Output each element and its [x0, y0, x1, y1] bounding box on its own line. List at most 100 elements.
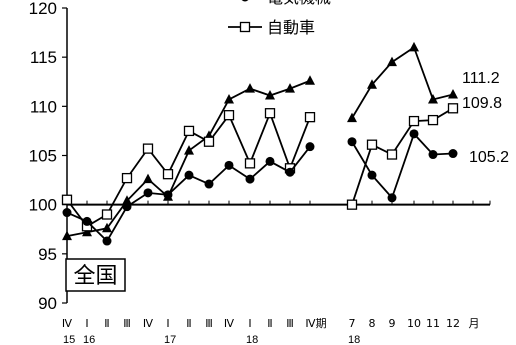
region-box	[65, 258, 126, 292]
data-point	[101, 209, 113, 220]
x-tick-label: 12	[446, 317, 460, 330]
x-year-label: 16	[83, 334, 95, 345]
data-point	[102, 236, 112, 246]
axes	[66, 8, 491, 303]
x-year-label: 18	[246, 334, 258, 345]
data-point	[448, 89, 458, 99]
data-point	[408, 115, 420, 127]
data-point	[102, 222, 112, 233]
data-point	[265, 156, 275, 166]
data-point	[366, 139, 378, 150]
series-series-3	[62, 129, 458, 246]
data-point	[122, 202, 132, 212]
end-value-label: 105.2	[469, 149, 509, 166]
data-point	[162, 169, 174, 180]
data-point	[122, 195, 132, 205]
data-point	[428, 93, 438, 104]
y-tick-label: 95	[38, 245, 57, 264]
data-point	[224, 93, 234, 104]
x-tick-label: Ⅲ	[123, 317, 131, 330]
data-point	[409, 129, 419, 139]
x-tick-label: Ⅰ	[166, 317, 169, 330]
end-value-label: 111.2	[462, 70, 500, 87]
y-tick-label: 90	[38, 294, 57, 313]
x-tick-label: Ⅳ	[224, 317, 235, 330]
data-point	[121, 172, 133, 184]
x-tick-label: Ⅰ	[85, 317, 88, 330]
data-point	[285, 167, 295, 177]
x-year-label: 17	[164, 334, 176, 345]
x-tick-label: Ⅱ	[104, 317, 109, 330]
x-axis: Ⅳ Ⅰ Ⅱ Ⅲ Ⅳ Ⅰ Ⅱ Ⅲ Ⅳ Ⅰ Ⅱ Ⅲ Ⅳ期 7 8 9 10 11 12 月15 16 17 18 18	[62, 317, 480, 345]
data-point	[447, 103, 459, 114]
data-point	[244, 158, 256, 169]
x-tick-label: Ⅲ	[205, 317, 213, 330]
data-point	[245, 83, 255, 93]
data-point	[163, 190, 173, 200]
x-tick-label: Ⅳ	[62, 317, 73, 330]
y-tick-label: 100	[29, 196, 57, 215]
y-tick-label: 120	[29, 0, 57, 18]
legend-label: 電気機械	[267, 0, 331, 7]
data-point	[386, 149, 398, 160]
end-labels: 111.2 109.8 105.2	[462, 70, 509, 166]
data-point	[304, 112, 316, 123]
data-point	[264, 108, 276, 119]
data-point	[203, 136, 215, 147]
data-point	[367, 170, 377, 180]
data-point	[347, 137, 357, 147]
data-point	[143, 188, 153, 198]
data-point	[183, 125, 195, 137]
y-tick-label: 115	[30, 48, 57, 67]
x-year-label: 15	[63, 334, 75, 345]
data-point	[427, 114, 439, 126]
x-tick-label: Ⅳ期	[305, 317, 326, 330]
data-point	[223, 110, 235, 121]
x-tick-label: 10	[407, 317, 421, 330]
x-tick-label: 9	[389, 317, 396, 330]
x-tick-label: Ⅱ	[186, 317, 191, 330]
end-value-label: 109.8	[462, 95, 502, 112]
x-tick-label: Ⅳ	[143, 317, 154, 330]
data-point	[245, 174, 255, 184]
data-point	[239, 21, 251, 33]
data-point	[347, 112, 357, 123]
y-axis: 90 95 100 105 110 115 120	[29, 0, 67, 313]
data-point	[448, 149, 458, 159]
y-tick-label: 110	[30, 97, 57, 116]
region-label: 全国	[73, 264, 117, 289]
data-point	[184, 145, 194, 155]
data-point	[82, 216, 92, 226]
data-point	[409, 41, 419, 52]
data-point	[387, 56, 397, 67]
y-tick-label: 105	[29, 147, 57, 166]
data-point	[61, 194, 73, 205]
data-point	[305, 75, 315, 85]
data-point	[184, 170, 194, 180]
data-point	[62, 208, 72, 218]
data-point	[62, 230, 72, 241]
data-point	[265, 90, 275, 100]
data-point	[142, 143, 154, 154]
x-tick-label: 8	[369, 317, 376, 330]
data-point	[387, 193, 397, 203]
data-point	[305, 142, 315, 152]
data-point	[428, 150, 438, 160]
series-line	[351, 45, 454, 119]
x-tick-label: Ⅰ	[248, 317, 251, 330]
data-point	[241, 0, 249, 2]
data-point	[224, 160, 234, 170]
x-tick-label: 7	[349, 317, 356, 330]
series-自動車	[61, 103, 459, 232]
x-tick-label: 11	[426, 317, 440, 330]
data-point	[367, 79, 377, 89]
series-group	[61, 41, 459, 246]
x-tick-label: 月	[469, 317, 480, 330]
legend: 電気機械自動車	[228, 0, 331, 37]
data-point	[143, 173, 153, 184]
data-point	[346, 199, 358, 210]
region-label-box: 全国	[65, 258, 126, 292]
x-year-label: 18	[348, 334, 360, 345]
x-tick-label: Ⅲ	[286, 317, 294, 330]
